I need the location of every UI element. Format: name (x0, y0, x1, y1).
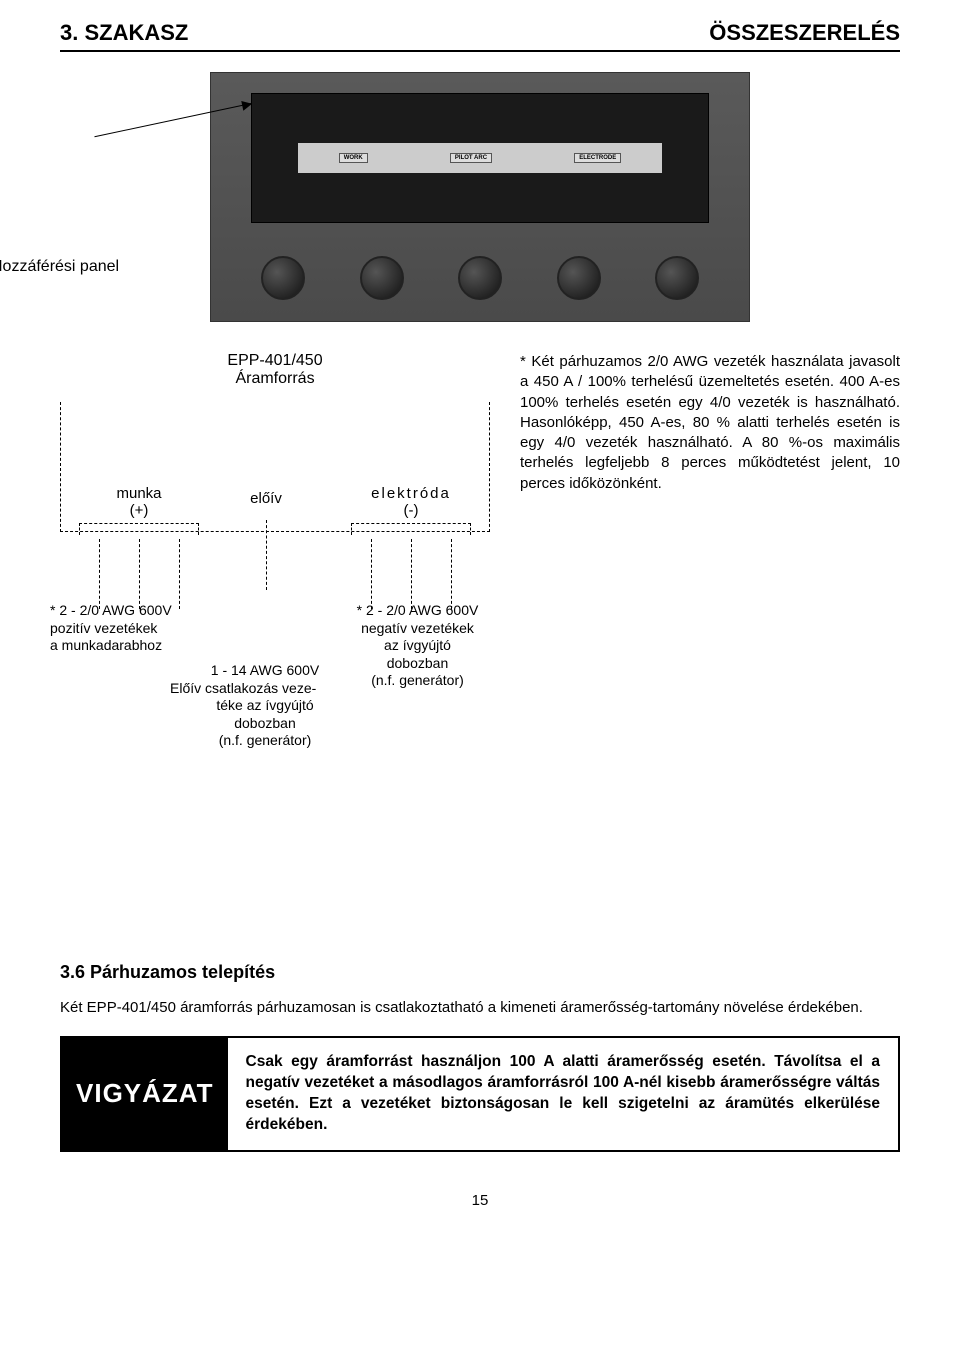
tb-electrode: ELECTRODE (574, 153, 621, 163)
caution-box: VIGYÁZAT Csak egy áramforrást használjon… (60, 1036, 900, 1152)
neg-lead-label: * 2 - 2/0 AWG 600V negatív vezetékek az … (340, 602, 495, 690)
pilot-terminal: előív (231, 490, 301, 523)
awg-note: * Két párhuzamos 2/0 AWG vezeték használ… (520, 352, 900, 494)
callout-arrow (94, 103, 251, 137)
electrode-bracket (351, 523, 471, 535)
port-5 (655, 256, 699, 300)
pos-lead-label: * 2 - 2/0 AWG 600V pozitív vezetékek a m… (50, 602, 205, 655)
header-section: 3. SZAKASZ (60, 20, 188, 46)
access-panel-label: Hozzáférési panel (0, 258, 119, 276)
work-bracket (79, 523, 199, 535)
terminal-block: WORK PILOT ARC ELECTRODE (298, 143, 663, 173)
unit-model: EPP-401/450 (61, 352, 489, 370)
photo-inner: WORK PILOT ARC ELECTRODE (251, 93, 709, 223)
section-heading: 3.6 Párhuzamos telepítés (60, 962, 900, 983)
header-title: ÖSSZESZERELÉS (709, 20, 900, 46)
port-1 (261, 256, 305, 300)
work-polarity: (+) (79, 502, 199, 519)
page-number: 15 (60, 1192, 900, 1209)
diagram-row: EPP-401/450 Áramforrás munka (+) előív (60, 352, 900, 932)
electrode-terminal: elektróda (-) (351, 485, 471, 535)
tb-work: WORK (339, 153, 368, 163)
power-source-box: EPP-401/450 Áramforrás munka (+) előív (60, 402, 490, 532)
equipment-photo: Hozzáférési panel WORK PILOT ARC ELECTRO… (210, 72, 750, 322)
pilot-title: előív (231, 490, 301, 507)
caution-label: VIGYÁZAT (62, 1038, 228, 1150)
photo-wrap: Hozzáférési panel WORK PILOT ARC ELECTRO… (60, 72, 900, 322)
port-4 (557, 256, 601, 300)
section-body: Két EPP-401/450 áramforrás párhuzamosan … (60, 997, 900, 1018)
wiring-diagram: EPP-401/450 Áramforrás munka (+) előív (60, 352, 490, 932)
work-title: munka (79, 485, 199, 502)
photo-ports (261, 253, 699, 303)
caution-text: Csak egy áramforrást használjon 100 A al… (228, 1038, 898, 1150)
unit-label: EPP-401/450 Áramforrás (61, 352, 489, 388)
note-column: * Két párhuzamos 2/0 AWG vezeték használ… (520, 352, 900, 932)
port-2 (360, 256, 404, 300)
port-3 (458, 256, 502, 300)
page-header: 3. SZAKASZ ÖSSZESZERELÉS (60, 20, 900, 52)
tb-pilot: PILOT ARC (450, 153, 492, 163)
electrode-polarity: (-) (351, 502, 471, 519)
electrode-title: elektróda (351, 485, 471, 502)
work-terminal: munka (+) (79, 485, 199, 535)
unit-source: Áramforrás (61, 370, 489, 388)
pilot-lead-label: 1 - 14 AWG 600V Előív csatlakozás veze- … (170, 662, 360, 750)
